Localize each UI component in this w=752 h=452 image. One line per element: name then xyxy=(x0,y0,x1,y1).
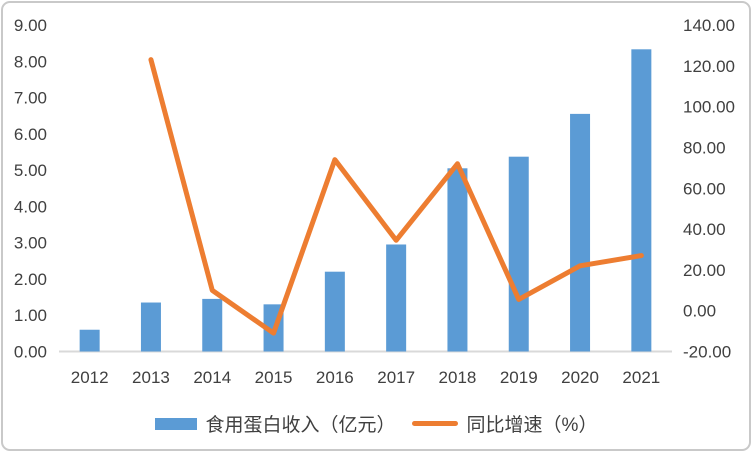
x-axis-label: 2014 xyxy=(193,368,231,387)
legend: 食用蛋白收入（亿元） 同比增速（%） xyxy=(0,410,752,437)
x-axis-label: 2017 xyxy=(377,368,415,387)
right-axis-tick-label: 100.00 xyxy=(683,98,735,117)
right-axis-tick-label: 140.00 xyxy=(683,16,735,35)
bar-2013 xyxy=(140,302,161,352)
bar-2014 xyxy=(202,298,223,352)
left-axis-tick-label: 9.00 xyxy=(14,16,47,35)
legend-label-growth: 同比增速（%） xyxy=(466,415,598,436)
x-axis-label: 2021 xyxy=(622,368,660,387)
right-axis-tick-label: 0.00 xyxy=(683,302,716,321)
left-axis-tick-label: 5.00 xyxy=(14,161,47,180)
right-axis-tick-label: 120.00 xyxy=(683,57,735,76)
growth-line xyxy=(148,57,644,336)
left-axis-tick-label: 3.00 xyxy=(14,234,47,253)
left-axis-tick-label: 7.00 xyxy=(14,89,47,108)
left-axis-tick-label: 2.00 xyxy=(14,270,47,289)
x-axis-label: 2020 xyxy=(561,368,599,387)
bar-2016 xyxy=(324,271,345,352)
right-axis-tick-label: 40.00 xyxy=(683,220,726,239)
x-axis-label: 2013 xyxy=(132,368,170,387)
x-axis-label: 2019 xyxy=(500,368,538,387)
bar-2012 xyxy=(79,329,100,352)
right-axis-tick-label: 60.00 xyxy=(683,179,726,198)
left-axis-tick-label: 0.00 xyxy=(14,343,47,362)
left-axis-tick-label: 1.00 xyxy=(14,306,47,325)
left-axis-tick-label: 4.00 xyxy=(14,197,47,216)
bar-2017 xyxy=(386,244,407,352)
left-axis-tick-label: 6.00 xyxy=(14,125,47,144)
right-axis-tick-label: 20.00 xyxy=(683,261,726,280)
legend-line-swatch-icon xyxy=(411,421,458,426)
x-axis-label: 2016 xyxy=(316,368,354,387)
bar-2021 xyxy=(631,49,652,352)
x-axis-label: 2012 xyxy=(71,368,109,387)
legend-item-revenue: 食用蛋白收入（亿元） xyxy=(154,410,396,437)
bar-2019 xyxy=(508,156,529,352)
legend-item-growth: 同比增速（%） xyxy=(411,410,598,437)
left-axis-tick-label: 8.00 xyxy=(14,52,47,71)
right-axis-tick-label: -20.00 xyxy=(683,343,731,362)
legend-label-revenue: 食用蛋白收入（亿元） xyxy=(205,415,396,436)
bar-2020 xyxy=(570,113,591,352)
x-axis-label: 2018 xyxy=(439,368,477,387)
right-axis-tick-label: 80.00 xyxy=(683,138,726,157)
x-axis-label: 2015 xyxy=(255,368,293,387)
bar-2018 xyxy=(447,168,468,352)
legend-bar-swatch-icon xyxy=(154,417,197,430)
